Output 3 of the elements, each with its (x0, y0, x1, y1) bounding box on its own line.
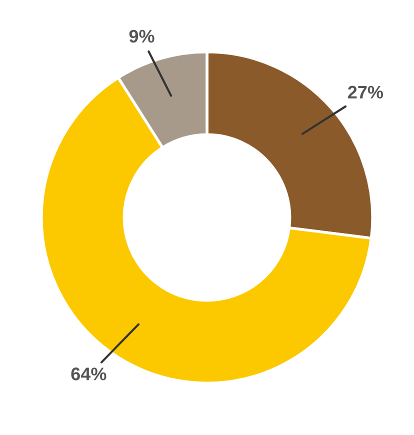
data-label: 64% (71, 368, 106, 380)
data-label: 27% (348, 86, 384, 99)
data-label: 9% (129, 30, 154, 43)
